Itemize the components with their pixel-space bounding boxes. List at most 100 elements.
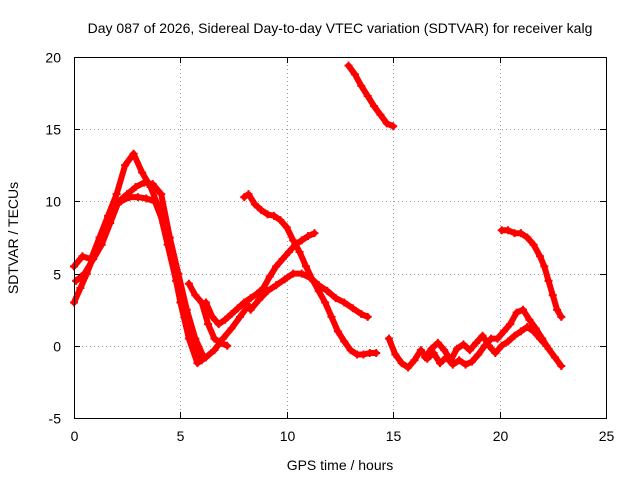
data-point [357, 81, 366, 90]
series-track-i [497, 226, 566, 321]
data-point [227, 310, 236, 319]
data-point [138, 168, 147, 177]
data-point [72, 276, 81, 285]
data-point [331, 294, 340, 303]
x-tick-label: 10 [280, 428, 296, 444]
data-point [516, 327, 525, 336]
data-point [504, 226, 513, 235]
data-point [357, 310, 366, 319]
x-tick-label: 15 [386, 428, 402, 444]
data-point [314, 281, 323, 290]
data-point [519, 305, 528, 314]
data-point [253, 289, 262, 298]
series-line [385, 306, 565, 371]
data-point [208, 312, 217, 321]
x-tick-label: 25 [599, 428, 615, 444]
data-point [157, 190, 166, 199]
data-point [363, 312, 372, 321]
data-point [89, 255, 98, 264]
data-point [246, 305, 255, 314]
data-point [557, 312, 566, 321]
data-point [478, 331, 487, 340]
data-point [182, 305, 191, 314]
series-line [241, 191, 380, 358]
data-point [78, 252, 87, 261]
data-point [129, 149, 138, 158]
data-point [525, 315, 534, 324]
series-track-d [240, 190, 381, 359]
data-point [548, 291, 557, 300]
data-point [76, 284, 85, 293]
data-point [240, 298, 249, 307]
data-point [235, 312, 244, 321]
data-point [244, 190, 253, 199]
data-point [536, 252, 545, 261]
data-point [446, 356, 455, 365]
y-tick-label: 15 [45, 122, 61, 138]
data-point [199, 353, 208, 362]
y-tick-label: 10 [45, 194, 61, 210]
data-point [553, 305, 562, 314]
data-point [327, 312, 336, 321]
data-point [321, 298, 330, 307]
data-point [523, 233, 532, 242]
data-point [344, 61, 353, 70]
plot-frame [74, 57, 607, 419]
y-tick-label: 0 [53, 339, 61, 355]
data-point [497, 341, 506, 350]
data-point [297, 269, 306, 278]
data-point [382, 119, 391, 128]
data-point [506, 320, 515, 329]
data-point [397, 359, 406, 368]
data-point [372, 349, 381, 358]
data-point [370, 102, 379, 111]
data-point [214, 320, 223, 329]
x-tick-label: 0 [71, 428, 79, 444]
data-point [427, 344, 436, 353]
data-point [210, 334, 219, 343]
data-point [276, 216, 285, 225]
data-point [436, 359, 445, 368]
data-point [80, 269, 89, 278]
y-tick-label: 20 [45, 50, 61, 66]
y-axis-label: SDTVAR / TECUs [5, 182, 21, 294]
data-point [536, 334, 545, 343]
data-point [459, 340, 468, 349]
data-point [174, 269, 183, 278]
data-point [523, 323, 532, 332]
data-point [282, 223, 291, 232]
series-track-b [184, 279, 232, 350]
tick-layer: 0 5 10 15 20 25 -5 0 5 10 15 20 [45, 50, 614, 445]
data-point [123, 190, 132, 199]
data-point [544, 276, 553, 285]
series-line [73, 179, 207, 361]
data-point [270, 211, 279, 220]
data-point [255, 295, 264, 304]
data-point [516, 229, 525, 238]
data-point [323, 286, 332, 295]
data-point [306, 273, 315, 282]
data-point [512, 308, 521, 317]
series-line [498, 227, 565, 320]
data-point [440, 346, 449, 355]
data-point [529, 240, 538, 249]
data-point [491, 349, 500, 358]
data-point [404, 363, 413, 372]
data-point [421, 353, 430, 362]
data-point [304, 232, 313, 241]
data-point [376, 110, 385, 119]
data-point [453, 344, 462, 353]
data-point [191, 334, 200, 343]
data-point [301, 262, 310, 271]
data-point [310, 229, 319, 238]
series-line [422, 324, 550, 364]
data-point [289, 236, 298, 245]
data-point [216, 338, 225, 347]
series-line [71, 150, 205, 364]
data-point [131, 182, 140, 191]
data-point [297, 236, 306, 245]
data-point [284, 247, 293, 256]
data-point [257, 206, 266, 215]
data-point [484, 341, 493, 350]
